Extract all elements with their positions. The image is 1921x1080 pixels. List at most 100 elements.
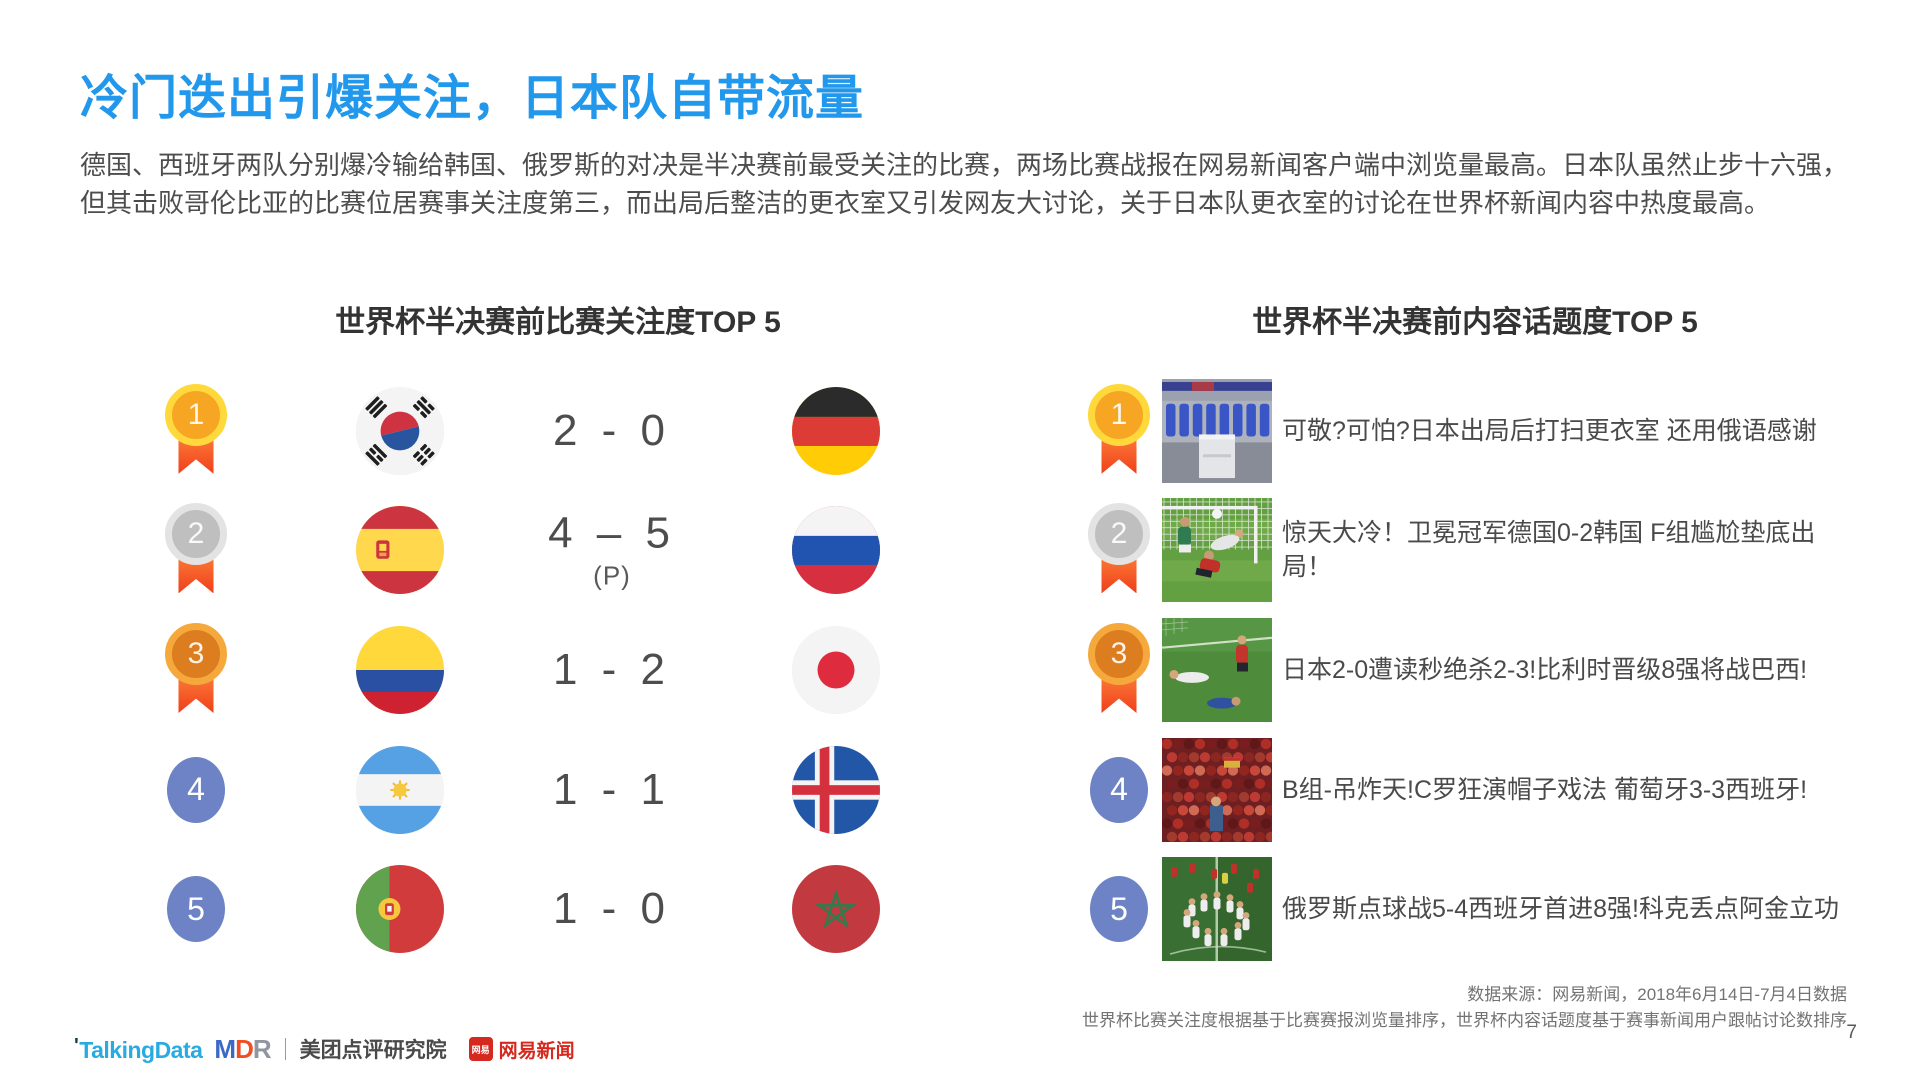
news-row: 5 俄罗斯点球战5-4西班牙首进8强!科克丢点阿金立功 <box>1090 849 1860 969</box>
source-line-1: 数据来源：网易新闻，2018年6月14日-7月4日数据 <box>1467 985 1847 1004</box>
iceland-flag-icon <box>792 745 880 834</box>
match-row: 3 1 - 2 <box>130 610 986 730</box>
rank-5-badge: 5 <box>167 876 225 943</box>
rank-cell: 1 <box>1087 383 1151 478</box>
rank-4-badge: 4 <box>167 756 225 823</box>
match-score: 1 - 0 <box>552 884 672 934</box>
rank-number: 1 <box>187 397 205 431</box>
news-headline: 惊天大冷！卫冕冠军德国0-2韩国 F组尴尬垫底出局！ <box>1282 519 1816 582</box>
south-korea-flag-icon <box>356 386 444 475</box>
talkingdata-tick-icon: ' <box>74 1034 79 1057</box>
page-title: 冷门迭出引爆关注，日本队自带流量 <box>80 72 865 125</box>
talkingdata-logo: 'TalkingData <box>74 1034 203 1063</box>
rank-number: 2 <box>1110 517 1128 551</box>
content-topic-panel: 世界杯半决赛前内容话题度TOP 5 1 可敬?可怕?日本出局后打扫更衣室 还用俄语… <box>1087 300 1860 969</box>
home-flag-cell <box>356 745 444 834</box>
goal-net-upset-thumbnail <box>1162 498 1272 603</box>
source-line-2: 世界杯比赛关注度根据基于比赛赛报浏览量排序，世界杯内容话题度基于赛事新闻用户跟帖… <box>1082 1011 1847 1030</box>
silver-medal-icon: 2 <box>1087 503 1151 597</box>
home-flag-cell <box>356 865 444 954</box>
portugal-flag-icon <box>356 865 444 954</box>
news-headline: B组-吊炸天!C罗狂演帽子戏法 葡萄牙3-3西班牙! <box>1282 775 1808 804</box>
away-flag-cell <box>792 865 880 954</box>
rank-number: 2 <box>187 517 205 551</box>
rank-number: 4 <box>1110 771 1128 808</box>
footer-logos: 'TalkingData MDR 美团点评研究院 网易 网易新闻 <box>74 1034 575 1064</box>
rank-cell: 4 <box>1090 756 1148 823</box>
news-headline: 可敬?可怕?日本出局后打扫更衣室 还用俄语感谢 <box>1282 416 1817 445</box>
match-score: 2 - 0 <box>552 405 672 455</box>
rank-number: 3 <box>1110 636 1128 670</box>
left-panel-title: 世界杯半决赛前比赛关注度TOP 5 <box>335 306 781 339</box>
argentina-flag-icon <box>356 745 444 834</box>
away-flag-cell <box>792 625 880 714</box>
score-cell: 4 – 5 (P) <box>548 509 676 592</box>
morocco-flag-icon <box>792 865 880 954</box>
score-cell: 2 - 0 <box>553 406 671 456</box>
match-row: 4 1 - 1 <box>130 730 986 850</box>
news-row: 4 B组-吊炸天!C罗狂演帽子戏法 葡萄牙3-3西班牙! <box>1090 730 1860 850</box>
red-crowd-thumbnail <box>1162 737 1272 842</box>
home-flag-cell <box>356 625 444 714</box>
rank-number: 1 <box>1110 397 1128 431</box>
score-cell: 1 - 2 <box>553 645 671 695</box>
rank-cell: 2 <box>164 503 228 597</box>
meituan-dianping-institute-logo: 美团点评研究院 <box>299 1039 447 1062</box>
rank-cell: 4 <box>167 756 225 823</box>
spain-flag-icon <box>356 506 444 595</box>
gold-medal-icon: 1 <box>164 383 228 478</box>
bronze-medal-icon: 3 <box>164 622 228 717</box>
russia-flag-icon <box>792 506 880 595</box>
netease-app-icon: 网易 <box>468 1037 493 1061</box>
news-row: 1 可敬?可怕?日本出局后打扫更衣室 还用俄语感谢 <box>1087 371 1860 491</box>
match-row: 5 1 - 0 <box>130 849 986 969</box>
rank-4-badge: 4 <box>1090 756 1148 823</box>
locker-room-thumbnail <box>1162 378 1272 483</box>
away-flag-cell <box>792 386 880 475</box>
rank-number: 4 <box>187 771 205 808</box>
data-source-note: 数据来源：网易新闻，2018年6月14日-7月4日数据 世界杯比赛关注度根据基于… <box>1082 982 1847 1034</box>
score-cell: 1 - 1 <box>553 765 671 815</box>
home-flag-cell <box>356 506 444 595</box>
page-number: 7 <box>1846 1022 1857 1043</box>
pitch-last-second-thumbnail <box>1162 617 1272 722</box>
home-flag-cell <box>356 386 444 475</box>
rank-cell: 5 <box>167 876 225 943</box>
penalty-note: (P) <box>593 560 631 591</box>
match-row: 1 2 - 0 <box>130 371 986 491</box>
right-panel-title: 世界杯半决赛前内容话题度TOP 5 <box>1252 306 1698 339</box>
match-score: 1 - 2 <box>552 644 672 694</box>
rank-number: 3 <box>187 636 205 670</box>
intro-paragraph: 德国、西班牙两队分别爆冷输给韩国、俄罗斯的对决是半决赛前最受关注的比赛，两场比赛… <box>80 150 1849 218</box>
match-score: 4 – 5 <box>548 508 676 558</box>
match-attention-panel: 世界杯半决赛前比赛关注度TOP 5 1 2 - 0 2 4 – 5 (P) 3 1 - 2 4… <box>130 300 986 969</box>
match-row: 2 4 – 5 (P) <box>130 491 986 611</box>
rank-5-badge: 5 <box>1090 876 1148 943</box>
news-row: 2 惊天大冷！卫冕冠军德国0-2韩国 F组尴尬垫底出局！ <box>1087 491 1860 611</box>
match-rows: 1 2 - 0 2 4 – 5 (P) 3 1 - 2 4 1 - 1 5 1 - 0 <box>130 371 986 969</box>
rank-cell: 1 <box>164 383 228 478</box>
mdr-logo-icon: MDR <box>214 1033 271 1064</box>
japan-flag-icon <box>792 625 880 714</box>
rank-cell: 3 <box>1087 622 1151 717</box>
score-cell: 1 - 0 <box>553 884 671 934</box>
silver-medal-icon: 2 <box>164 503 228 597</box>
match-score: 1 - 1 <box>552 764 672 814</box>
rank-cell: 5 <box>1090 876 1148 943</box>
penalty-celebration-thumbnail <box>1162 857 1272 962</box>
news-headline: 日本2-0遭读秒绝杀2-3!比利时晋级8强将战巴西! <box>1282 655 1808 684</box>
rank-number: 5 <box>1110 890 1128 927</box>
rank-cell: 3 <box>164 622 228 717</box>
rank-number: 5 <box>187 890 205 927</box>
gold-medal-icon: 1 <box>1087 383 1151 478</box>
news-headline: 俄罗斯点球战5-4西班牙首进8强!科克丢点阿金立功 <box>1282 895 1839 924</box>
colombia-flag-icon <box>356 625 444 714</box>
germany-flag-icon <box>792 386 880 475</box>
netease-news-logo: 网易 网易新闻 <box>468 1036 575 1063</box>
away-flag-cell <box>792 745 880 834</box>
bronze-medal-icon: 3 <box>1087 622 1151 717</box>
rank-cell: 2 <box>1087 503 1151 597</box>
logo-divider <box>284 1038 286 1060</box>
news-row: 3 日本2-0遭读秒绝杀2-3!比利时晋级8强将战巴西! <box>1087 610 1860 730</box>
